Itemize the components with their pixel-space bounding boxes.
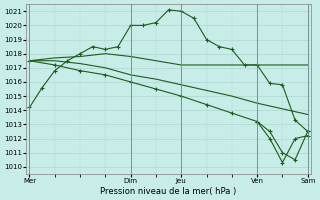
- X-axis label: Pression niveau de la mer( hPa ): Pression niveau de la mer( hPa ): [100, 187, 237, 196]
